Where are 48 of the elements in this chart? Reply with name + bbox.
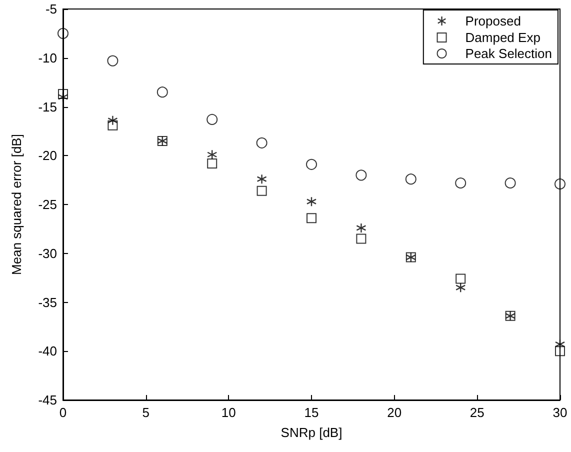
point (554, 178, 566, 190)
point (206, 114, 218, 125)
point (207, 158, 218, 168)
x-tick-label: 5 (142, 405, 150, 420)
point (405, 174, 416, 185)
point (256, 137, 268, 148)
x-tick-label: 25 (470, 405, 484, 420)
point (156, 86, 168, 98)
point (108, 120, 118, 130)
point (58, 92, 68, 102)
point (306, 213, 316, 224)
legend-label: Proposed (465, 14, 521, 28)
point (455, 177, 466, 188)
y-tick-label: -40 (38, 344, 57, 359)
y-tick-label: -15 (38, 99, 57, 114)
point (555, 346, 565, 356)
point (256, 174, 267, 184)
legend-label: Peak Selection (465, 46, 552, 61)
x-tick-label: 20 (387, 405, 402, 420)
legend-label: Damped Exp (465, 30, 540, 45)
point (456, 274, 466, 284)
y-tick-label: -20 (38, 148, 57, 164)
point (207, 150, 218, 160)
y-axis-title: Mean squared error [dB] (9, 134, 24, 275)
point (356, 234, 366, 244)
x-tick-label: 10 (221, 405, 236, 420)
y-tick-label: -25 (38, 197, 57, 212)
point (456, 282, 466, 293)
point (108, 115, 118, 126)
point (356, 170, 367, 181)
x-tick-label: 15 (304, 405, 319, 420)
y-tick-label: -10 (38, 50, 57, 66)
x-axis-title: SNRp [dB] (280, 425, 342, 440)
point (306, 196, 317, 207)
y-tick-label: -45 (38, 392, 57, 408)
y-tick-label: -35 (38, 294, 57, 310)
y-tick-label: -5 (45, 2, 57, 16)
point (58, 89, 68, 100)
point (306, 158, 317, 170)
point (256, 186, 267, 196)
x-tick-label: 30 (552, 405, 568, 420)
point (504, 177, 516, 188)
y-tick-label: -30 (38, 246, 57, 261)
x-tick-label: 0 (59, 405, 67, 420)
point (107, 55, 118, 66)
point (554, 339, 566, 350)
point (356, 222, 366, 234)
point (58, 28, 68, 39)
